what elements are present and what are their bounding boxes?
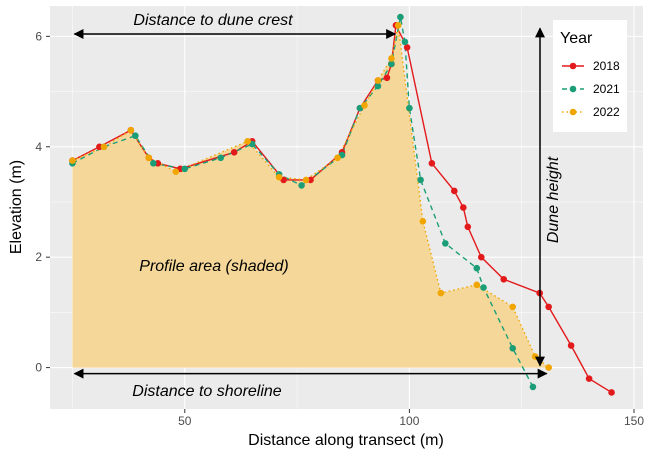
legend-key-point-2021: [569, 85, 577, 93]
point-2018-13: [383, 74, 391, 82]
point-2022-18: [545, 364, 552, 371]
point-2018-18: [451, 187, 458, 195]
point-2022-1: [100, 143, 108, 151]
y-tick-label-3: 6: [35, 29, 42, 43]
point-2018-6: [230, 148, 238, 156]
point-2021-3: [150, 160, 157, 167]
point-2021-18: [473, 264, 481, 272]
series-line-2021: [72, 16, 534, 388]
legend-label-2018: 2018: [593, 59, 620, 73]
legend-key-point-2018: [569, 62, 577, 70]
point-2022-5: [244, 137, 251, 145]
series-layer: [69, 13, 615, 396]
point-2018-20: [464, 223, 472, 231]
point-2021-8: [298, 182, 305, 189]
point-2022-14: [437, 289, 445, 297]
point-2021-5: [217, 154, 225, 162]
legend-items: 2018 2021 2022: [562, 59, 620, 119]
point-2021-16: [417, 176, 424, 184]
point-2018-27: [608, 389, 615, 396]
crest-annotation: Distance to dune crest: [133, 12, 293, 29]
point-2022-8: [334, 154, 341, 162]
x-tick-label-1: 100: [399, 414, 419, 428]
legend-key-point-2022: [569, 108, 577, 116]
point-2022-9: [361, 102, 368, 109]
point-2018-16: [403, 44, 411, 51]
point-2022-4: [172, 168, 180, 175]
axes: 50 100 150 0 2 4 6: [35, 29, 644, 428]
point-2022-11: [388, 55, 395, 62]
point-2022-15: [473, 281, 481, 289]
height-annotation: Dune height: [545, 156, 562, 243]
point-2022-13: [419, 218, 427, 225]
area-annotation: Profile area (shaded): [139, 258, 288, 275]
point-2018-25: [567, 342, 575, 349]
legend-label-2022: 2022: [593, 105, 620, 119]
legend-background: [553, 20, 627, 132]
point-2022-2: [127, 126, 135, 134]
shoreline-annotation: Distance to shoreline: [132, 383, 282, 400]
point-2021-11: [374, 82, 382, 90]
x-tick-label-0: 50: [178, 414, 192, 428]
point-2021-2: [132, 132, 139, 140]
point-2021-12: [388, 60, 395, 68]
y-tick-label-2: 4: [35, 140, 42, 154]
point-2018-26: [585, 375, 593, 382]
point-2022-12: [394, 22, 402, 29]
point-2018-22: [500, 275, 508, 283]
point-2021-19: [480, 284, 487, 291]
point-2022-7: [302, 176, 310, 184]
point-2021-21: [529, 383, 537, 391]
point-2022-17: [531, 353, 539, 360]
point-2021-4: [181, 165, 189, 173]
y-axis-title: Elevation (m): [8, 160, 25, 254]
point-2021-13: [397, 13, 404, 21]
point-2018-19: [460, 204, 467, 211]
y-tick-label-1: 2: [35, 250, 42, 264]
legend-label-2021: 2021: [593, 82, 620, 96]
point-2018-17: [428, 160, 436, 167]
profile-area: [72, 25, 549, 368]
point-2022-6: [275, 173, 283, 181]
point-2021-15: [406, 104, 413, 112]
point-2021-20: [509, 344, 517, 352]
y-tick-label-0: 0: [35, 361, 42, 375]
x-axis-title: Distance along transect (m): [248, 432, 444, 449]
legend-title: Year: [560, 30, 593, 47]
point-2021-17: [442, 240, 449, 247]
point-2022-0: [69, 157, 76, 164]
point-2022-10: [374, 77, 382, 84]
point-2021-14: [401, 38, 409, 46]
point-2022-3: [145, 154, 153, 162]
legend: Year 2018 2021 2022: [553, 20, 627, 132]
point-2022-16: [509, 303, 517, 311]
x-tick-label-2: 150: [624, 414, 644, 428]
point-2018-24: [545, 303, 552, 311]
annotation-layer: Distance to dune crest Distance to shore…: [73, 12, 562, 400]
point-2018-21: [477, 253, 485, 261]
